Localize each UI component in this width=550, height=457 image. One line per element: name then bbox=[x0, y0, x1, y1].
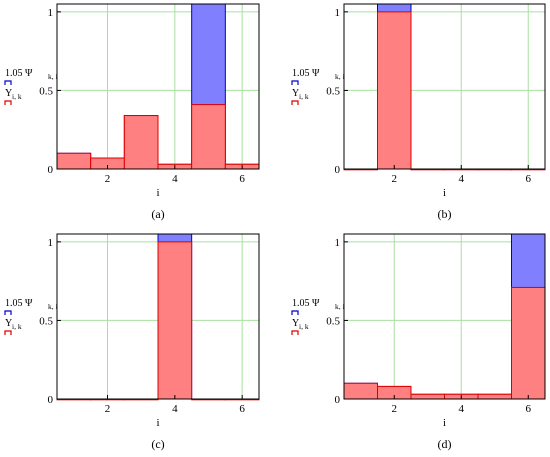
psi-label: 1.05 Ψ bbox=[292, 68, 320, 79]
y-tick-label: 0.5 bbox=[39, 85, 53, 97]
y-label: Y bbox=[292, 318, 299, 329]
y-subscript: i, k bbox=[12, 92, 22, 101]
y-label: Y bbox=[5, 318, 12, 329]
y-tick-label: 1 bbox=[335, 7, 341, 19]
psi-subscript: k, i bbox=[48, 72, 58, 81]
y-bar bbox=[123, 115, 159, 170]
x-tick-label: 6 bbox=[526, 173, 532, 185]
psi-label: 1.05 Ψ bbox=[5, 68, 33, 79]
x-axis-label: i bbox=[443, 417, 446, 429]
psi-legend-swatch bbox=[291, 80, 299, 85]
y-label: Y bbox=[5, 88, 12, 99]
x-axis-label: i bbox=[443, 187, 446, 199]
x-tick-label: 2 bbox=[105, 403, 111, 415]
y-bar bbox=[477, 393, 512, 400]
x-tick-label: 4 bbox=[459, 403, 465, 415]
y-tick-label: 0.5 bbox=[39, 315, 53, 327]
plot-frame bbox=[343, 233, 546, 400]
y-tick-label: 0 bbox=[48, 394, 54, 406]
panel-label: (d) bbox=[438, 437, 452, 451]
x-tick-label: 4 bbox=[459, 173, 465, 185]
panel-label: (b) bbox=[438, 207, 452, 221]
y-tick-label: 1 bbox=[48, 7, 54, 19]
y-tick-label: 1 bbox=[335, 237, 341, 249]
x-axis-label: i bbox=[156, 187, 159, 199]
psi-subscript: k, i bbox=[335, 72, 345, 81]
x-tick-label: 2 bbox=[392, 403, 398, 415]
x-tick-label: 6 bbox=[239, 403, 245, 415]
y-legend-swatch bbox=[4, 100, 12, 105]
plot-frame bbox=[56, 233, 260, 400]
x-tick-label: 4 bbox=[172, 173, 178, 185]
y-bar bbox=[157, 241, 193, 400]
y-bar bbox=[377, 11, 412, 170]
y-bar bbox=[343, 382, 378, 400]
y-legend-swatch bbox=[291, 100, 299, 105]
y-bar bbox=[56, 152, 92, 170]
x-tick-label: 2 bbox=[392, 173, 398, 185]
psi-legend-swatch bbox=[291, 310, 299, 315]
psi-subscript: k, i bbox=[48, 302, 58, 311]
psi-label: 1.05 Ψ bbox=[292, 298, 320, 309]
psi-legend-swatch bbox=[4, 80, 12, 85]
x-tick-label: 6 bbox=[239, 173, 245, 185]
chart-panel-d: 2 4 6 0 0.5 1 i 1.05 Ψ k, i Y i, k (d) bbox=[291, 233, 546, 451]
psi-subscript: k, i bbox=[335, 302, 345, 311]
y-bar bbox=[191, 104, 226, 170]
plot-frame bbox=[56, 3, 260, 170]
y-legend-swatch bbox=[4, 330, 12, 335]
chart-panel-b: 2 4 6 0 0.5 1 i 1.05 Ψ k, i Y i, k (b) bbox=[291, 3, 546, 221]
y-tick-label: 0 bbox=[335, 394, 341, 406]
x-tick-label: 2 bbox=[105, 173, 111, 185]
y-label: Y bbox=[292, 88, 299, 99]
panel-label: (c) bbox=[151, 437, 164, 451]
y-tick-label: 1 bbox=[48, 237, 54, 249]
y-tick-label: 0.5 bbox=[326, 315, 340, 327]
x-axis-label: i bbox=[156, 417, 159, 429]
plot-frame bbox=[343, 3, 546, 170]
y-tick-label: 0 bbox=[48, 164, 54, 176]
y-bar bbox=[410, 393, 445, 400]
chart-panel-c: 2 4 6 0 0.5 1 i 1.05 Ψ k, i Y i, k (c) bbox=[4, 233, 260, 451]
y-bar bbox=[511, 286, 546, 400]
y-subscript: i, k bbox=[12, 322, 22, 331]
y-legend-swatch bbox=[291, 330, 299, 335]
y-subscript: i, k bbox=[299, 92, 309, 101]
chart-panel-a: 2 4 6 0 0.5 1 i 1.05 Ψ k, i Y i, k (a) bbox=[4, 3, 260, 221]
panel-label: (a) bbox=[151, 207, 164, 221]
x-tick-label: 4 bbox=[172, 403, 178, 415]
x-tick-label: 6 bbox=[526, 403, 532, 415]
psi-legend-swatch bbox=[4, 310, 12, 315]
y-tick-label: 0 bbox=[335, 164, 341, 176]
y-tick-label: 0.5 bbox=[326, 85, 340, 97]
psi-label: 1.05 Ψ bbox=[5, 298, 33, 309]
y-subscript: i, k bbox=[299, 322, 309, 331]
